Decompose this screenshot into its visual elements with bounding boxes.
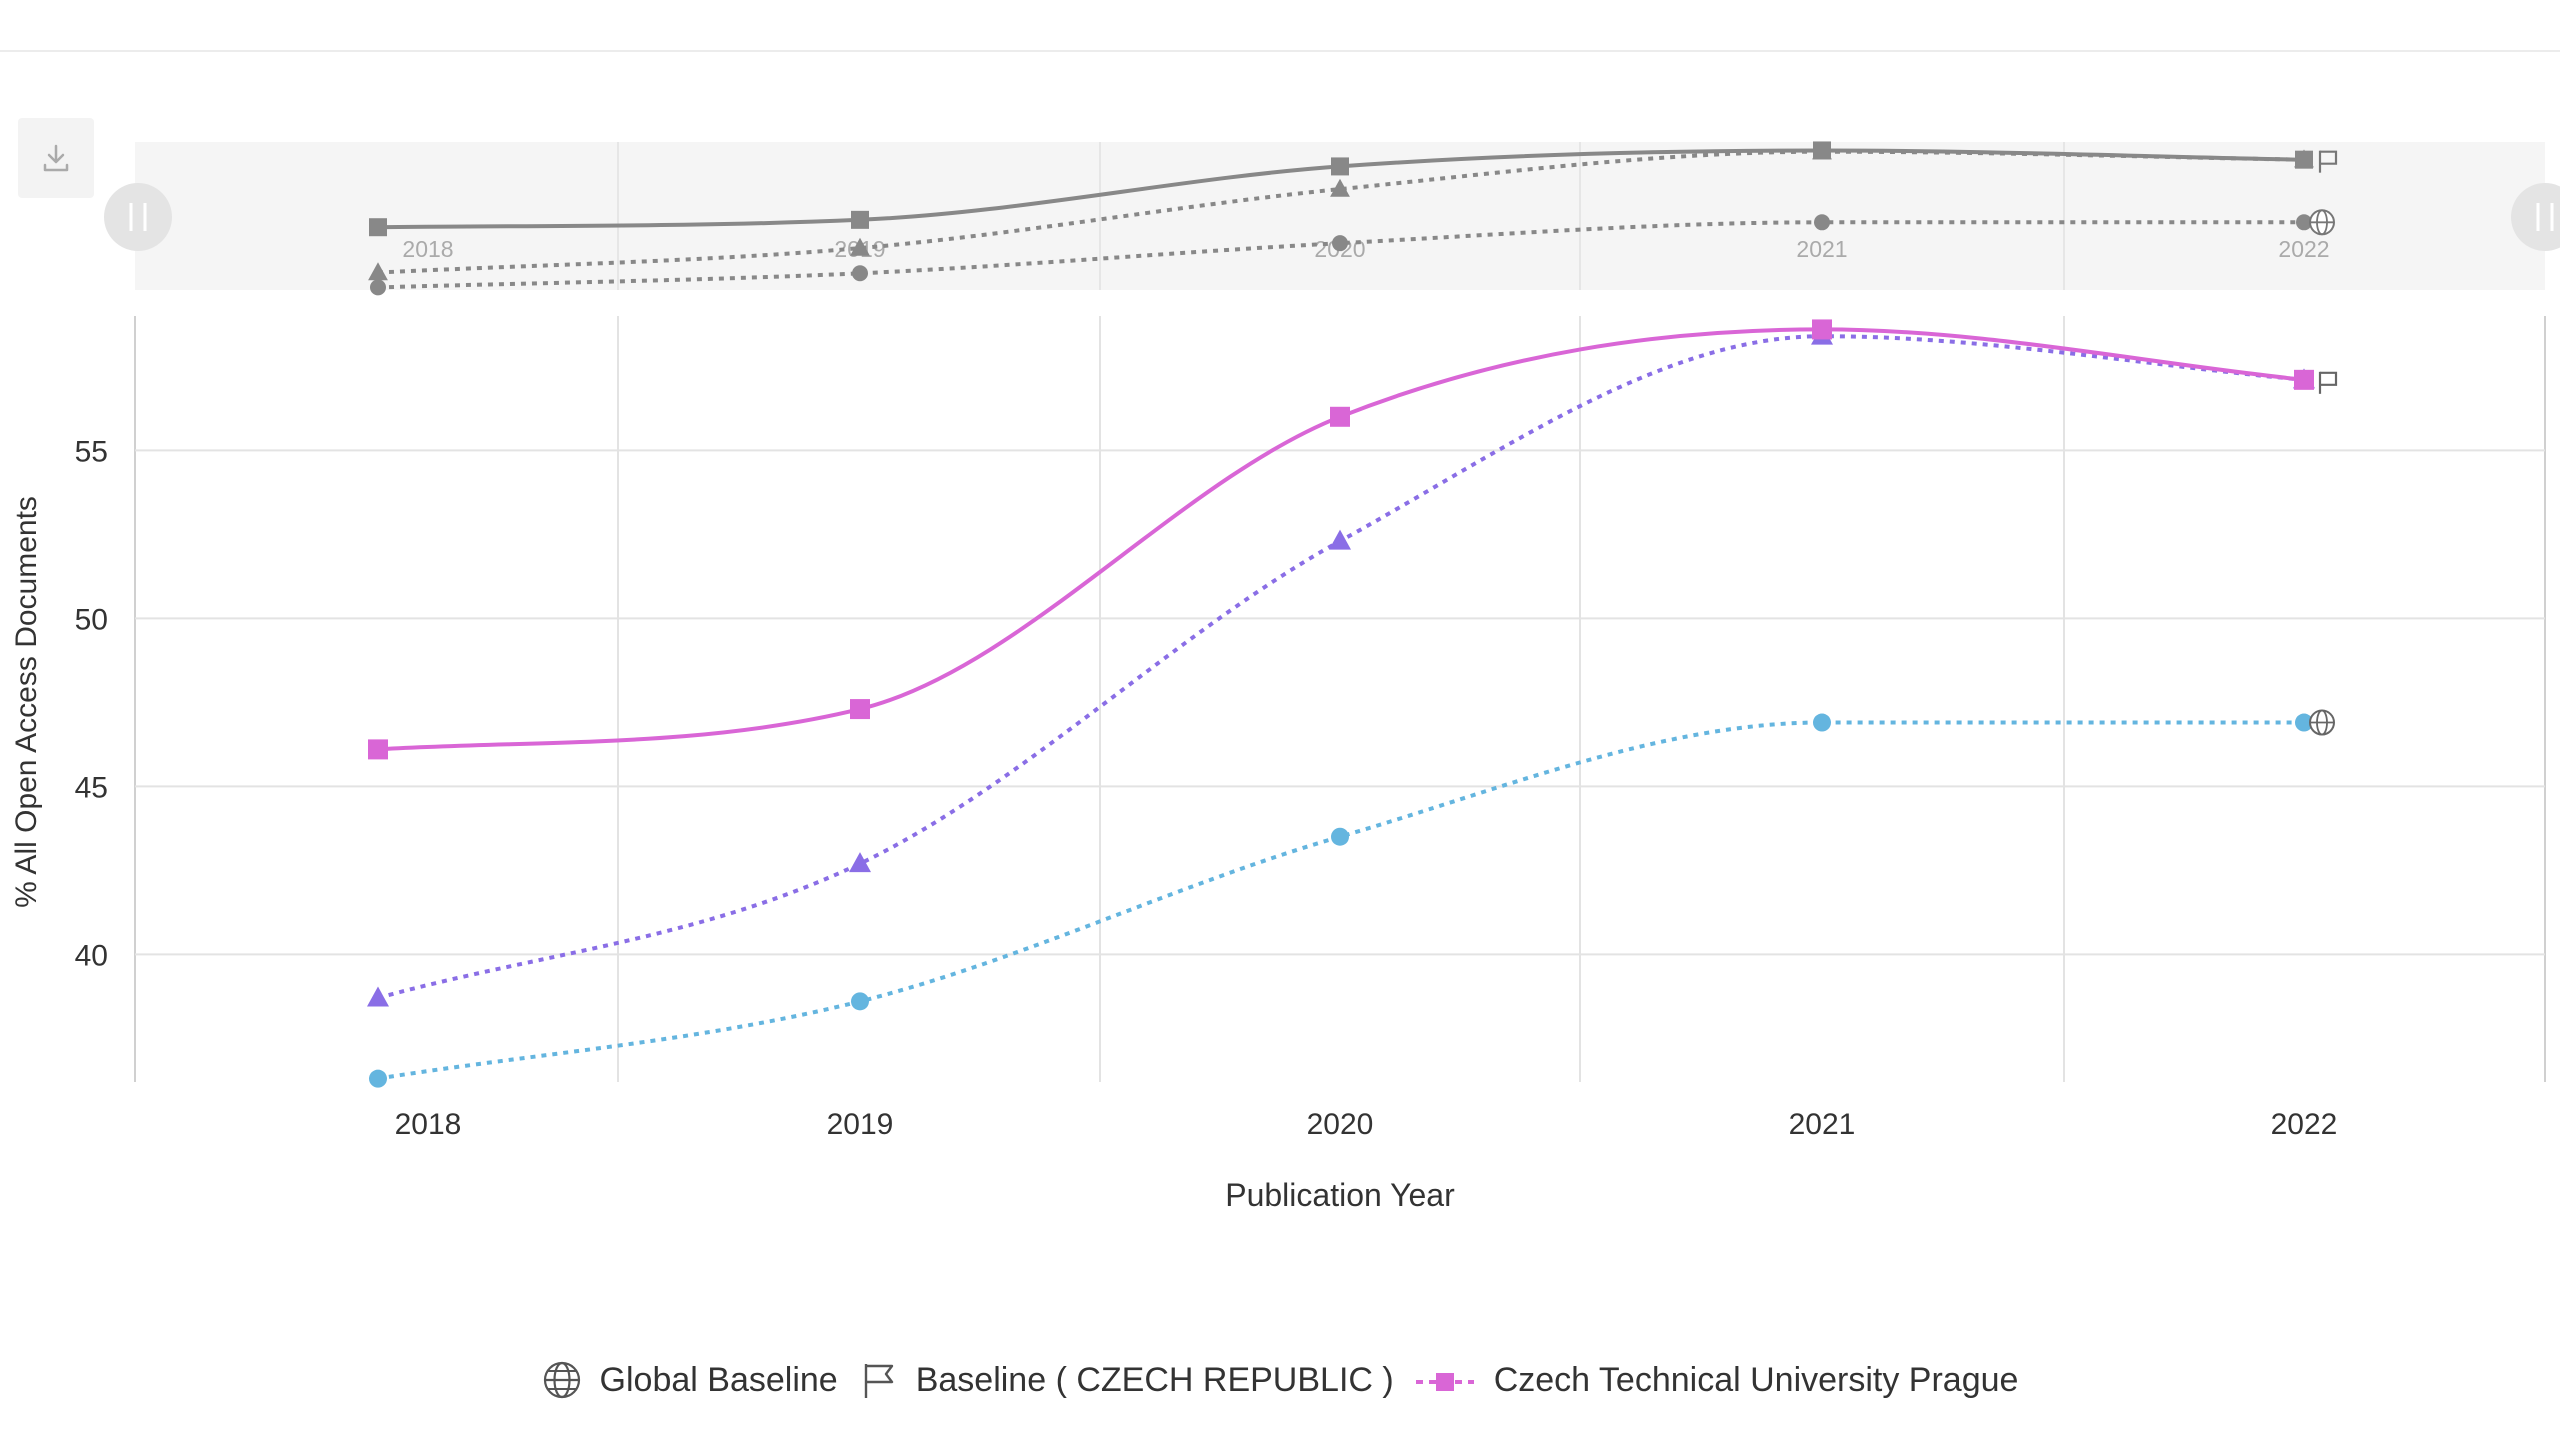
data-point[interactable] — [369, 1069, 387, 1088]
data-point[interactable] — [849, 852, 871, 873]
data-point[interactable] — [1813, 713, 1831, 732]
navigator-data-point[interactable] — [850, 237, 870, 256]
globe-icon — [2309, 209, 2335, 236]
navigator-data-point[interactable] — [368, 262, 388, 281]
legend-label-country: Baseline ( CZECH REPUBLIC ) — [915, 1360, 1394, 1399]
navigator-series-line — [377, 220, 2304, 290]
navigator-handle-left[interactable] — [104, 183, 172, 251]
data-point[interactable] — [2294, 369, 2314, 390]
y-axis-title: % All Open Access Documents — [10, 496, 43, 908]
x-tick-label: 2018 — [395, 1108, 462, 1141]
x-tick-label: 2020 — [1307, 1108, 1374, 1141]
navigator-data-point[interactable] — [370, 279, 386, 296]
flag-icon — [2318, 150, 2338, 173]
navigator-data-point[interactable] — [2296, 214, 2312, 231]
data-point[interactable] — [367, 986, 389, 1007]
navigator-data-point[interactable] — [1331, 157, 1349, 176]
y-tick-label: 50 — [75, 603, 108, 636]
flag-icon — [2318, 371, 2338, 394]
data-point[interactable] — [1329, 529, 1351, 550]
legend-item-institution[interactable]: Czech Technical University Prague — [1414, 1360, 2019, 1400]
data-point[interactable] — [1812, 319, 1832, 340]
data-point[interactable] — [850, 699, 870, 720]
series-line[interactable] — [377, 720, 2304, 1081]
navigator-data-point[interactable] — [1332, 235, 1348, 252]
x-tick-label: 2019 — [827, 1108, 894, 1141]
navigator-data-point[interactable] — [2295, 150, 2313, 169]
navigator-x-label: 2018 — [402, 236, 453, 262]
data-point[interactable] — [851, 992, 869, 1011]
legend-item-global[interactable]: Global Baseline — [542, 1360, 838, 1400]
download-icon — [43, 144, 69, 172]
navigator-data-point[interactable] — [1813, 141, 1831, 160]
legend-item-country[interactable]: Baseline ( CZECH REPUBLIC ) — [858, 1360, 1394, 1400]
navigator-data-point[interactable] — [1330, 178, 1350, 197]
navigator-data-point[interactable] — [851, 210, 869, 229]
y-tick-label: 45 — [75, 771, 108, 804]
navigator-data-point[interactable] — [1814, 214, 1830, 231]
y-tick-label: 55 — [75, 435, 108, 468]
series-line[interactable] — [377, 334, 2305, 1000]
globe-icon — [2309, 709, 2335, 736]
flag-icon — [864, 1364, 893, 1398]
navigator-data-point[interactable] — [369, 218, 387, 237]
navigator-x-label: 2021 — [1796, 236, 1847, 262]
institution-legend-marker — [1415, 1373, 1474, 1391]
x-axis-title: Publication Year — [1225, 1177, 1455, 1213]
data-point[interactable] — [2295, 713, 2313, 732]
data-point[interactable] — [1330, 406, 1350, 427]
x-tick-label: 2022 — [2271, 1108, 2338, 1141]
legend-label-institution: Czech Technical University Prague — [1493, 1360, 2019, 1399]
data-point[interactable] — [1331, 827, 1349, 846]
x-tick-label: 2021 — [1789, 1108, 1856, 1141]
data-point[interactable] — [368, 739, 388, 760]
navigator-handle-right[interactable] — [2511, 183, 2560, 251]
legend-label-global: Global Baseline — [599, 1360, 838, 1399]
navigator-data-point[interactable] — [852, 265, 868, 282]
download-button[interactable] — [18, 118, 94, 198]
legend: Global Baseline Baseline ( CZECH REPUBLI… — [0, 1360, 2560, 1400]
navigator-x-label: 2022 — [2278, 236, 2329, 262]
y-tick-label: 40 — [75, 939, 108, 972]
top-divider — [0, 50, 2560, 52]
globe-icon — [543, 1361, 580, 1399]
